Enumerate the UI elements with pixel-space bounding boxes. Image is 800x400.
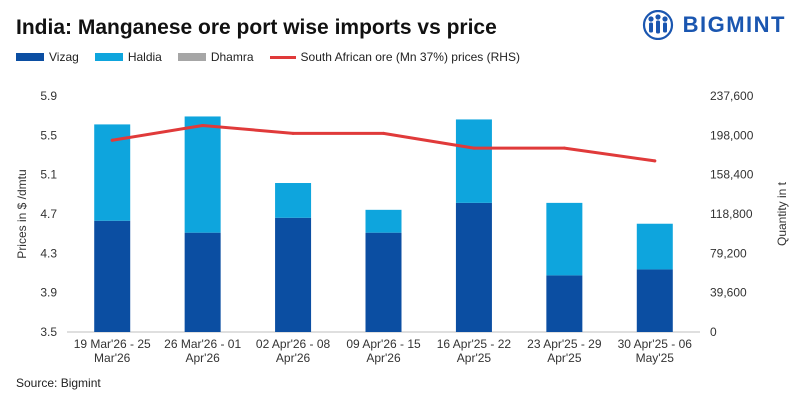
chart-title: India: Manganese ore port wise imports v… — [16, 16, 497, 39]
legend-item-dhamra: Dhamra — [177, 50, 254, 64]
bar-haldia-5 — [546, 202, 583, 276]
y-axis-title: Prices in $ /dmtu — [15, 169, 29, 258]
source-note: Source: Bigmint — [16, 376, 101, 390]
brand-name: BIGMINT — [682, 12, 786, 37]
y2-tick-label-3: 118,800 — [710, 207, 753, 221]
price-point-4 — [472, 146, 476, 150]
y2-tick-label-4: 158,400 — [710, 168, 754, 182]
bar-vizag-0 — [94, 220, 131, 332]
bar-vizag-4 — [455, 202, 492, 332]
x-tick-label-line: 19 Mar'26 - 25 — [74, 337, 151, 351]
x-tick-label-line: Apr'25 — [457, 351, 492, 365]
legend-swatch-vizag — [16, 53, 44, 61]
y-tick-label-2: 4.3 — [40, 246, 57, 260]
x-tick-label-3: 09 Apr'26 - 15 Apr'26 — [346, 337, 421, 365]
legend-label-haldia: Haldia — [127, 50, 162, 64]
price-point-2 — [291, 131, 295, 135]
x-tick-label-6: 30 Apr'25 - 06 May'25 — [618, 337, 693, 365]
legend-swatch-haldia — [94, 53, 123, 61]
legend-swatch-dhamra — [177, 53, 206, 61]
x-tick-label-line: Apr'26 — [276, 351, 311, 365]
price-point-0 — [110, 138, 114, 142]
y-tick-label-3: 4.7 — [40, 207, 57, 221]
bar-vizag-3 — [365, 232, 402, 332]
legend-swatch-price — [269, 55, 296, 59]
legend-item-vizag: Vizag — [16, 50, 79, 64]
x-tick-label-line: Apr'25 — [547, 351, 582, 365]
bar-haldia-4 — [455, 119, 492, 203]
x-tick-label-line: May'25 — [636, 351, 675, 365]
y2-tick-label-6: 237,600 — [710, 89, 754, 103]
legend-item-haldia: Haldia — [94, 50, 162, 64]
bar-vizag-6 — [636, 269, 673, 332]
x-tick-label-0: 19 Mar'26 - 25 Mar'26 — [74, 337, 151, 365]
x-tick-label-line: 16 Apr'25 - 22 — [437, 337, 512, 351]
legend-label-vizag: Vizag — [49, 50, 79, 64]
bar-haldia-6 — [636, 223, 673, 270]
bar-haldia-3 — [365, 209, 402, 233]
x-tick-label-line: 26 Mar'26 - 01 — [164, 337, 241, 351]
x-tick-label-line: 02 Apr'26 - 08 — [256, 337, 331, 351]
legend-label-price: South African ore (Mn 37%) prices (RHS) — [300, 50, 520, 64]
x-tick-label-line: 09 Apr'26 - 15 — [346, 337, 421, 351]
bar-vizag-5 — [546, 275, 583, 332]
y-tick-label-4: 5.1 — [40, 168, 57, 182]
x-tick-label-line: Mar'26 — [94, 351, 131, 365]
price-point-6 — [653, 159, 657, 163]
bar-haldia-2 — [275, 183, 312, 218]
x-tick-label-line: 30 Apr'25 - 06 — [618, 337, 693, 351]
y-tick-label-5: 5.5 — [40, 128, 57, 142]
x-tick-label-1: 26 Mar'26 - 01 Apr'26 — [164, 337, 241, 365]
y2-tick-label-0: 0 — [710, 325, 717, 339]
x-tick-label-line: Apr'26 — [185, 351, 220, 365]
x-tick-label-4: 16 Apr'25 - 22 Apr'25 — [437, 337, 512, 365]
chart-legend: Vizag Haldia Dhamra South African ore (M… — [16, 50, 520, 64]
legend-item-price: South African ore (Mn 37%) prices (RHS) — [269, 50, 520, 64]
price-point-1 — [201, 124, 205, 127]
y2-tick-label-1: 39,600 — [710, 286, 747, 300]
price-point-3 — [382, 131, 385, 135]
price-point-5 — [562, 146, 566, 150]
bigmint-people-logo-icon — [642, 10, 673, 40]
y-tick-label-0: 3.5 — [40, 325, 57, 339]
brand-logo: BIGMINT — [641, 10, 786, 40]
bar-vizag-2 — [275, 217, 312, 332]
y2-tick-label-2: 79,200 — [710, 246, 747, 260]
y2-axis-title: Quantity in t — [775, 181, 789, 246]
bar-haldia-1 — [184, 116, 221, 233]
x-tick-label-2: 02 Apr'26 - 08 Apr'26 — [256, 337, 331, 365]
y2-tick-label-5: 198,000 — [710, 128, 754, 142]
y-tick-label-1: 3.9 — [40, 286, 57, 300]
x-tick-label-line: 23 Apr'25 - 29 — [527, 337, 602, 351]
y-tick-label-6: 5.9 — [40, 89, 57, 103]
x-tick-label-5: 23 Apr'25 - 29 Apr'25 — [527, 337, 602, 365]
bar-vizag-1 — [184, 232, 221, 332]
x-tick-label-line: Apr'26 — [366, 351, 401, 365]
legend-label-dhamra: Dhamra — [210, 50, 254, 64]
